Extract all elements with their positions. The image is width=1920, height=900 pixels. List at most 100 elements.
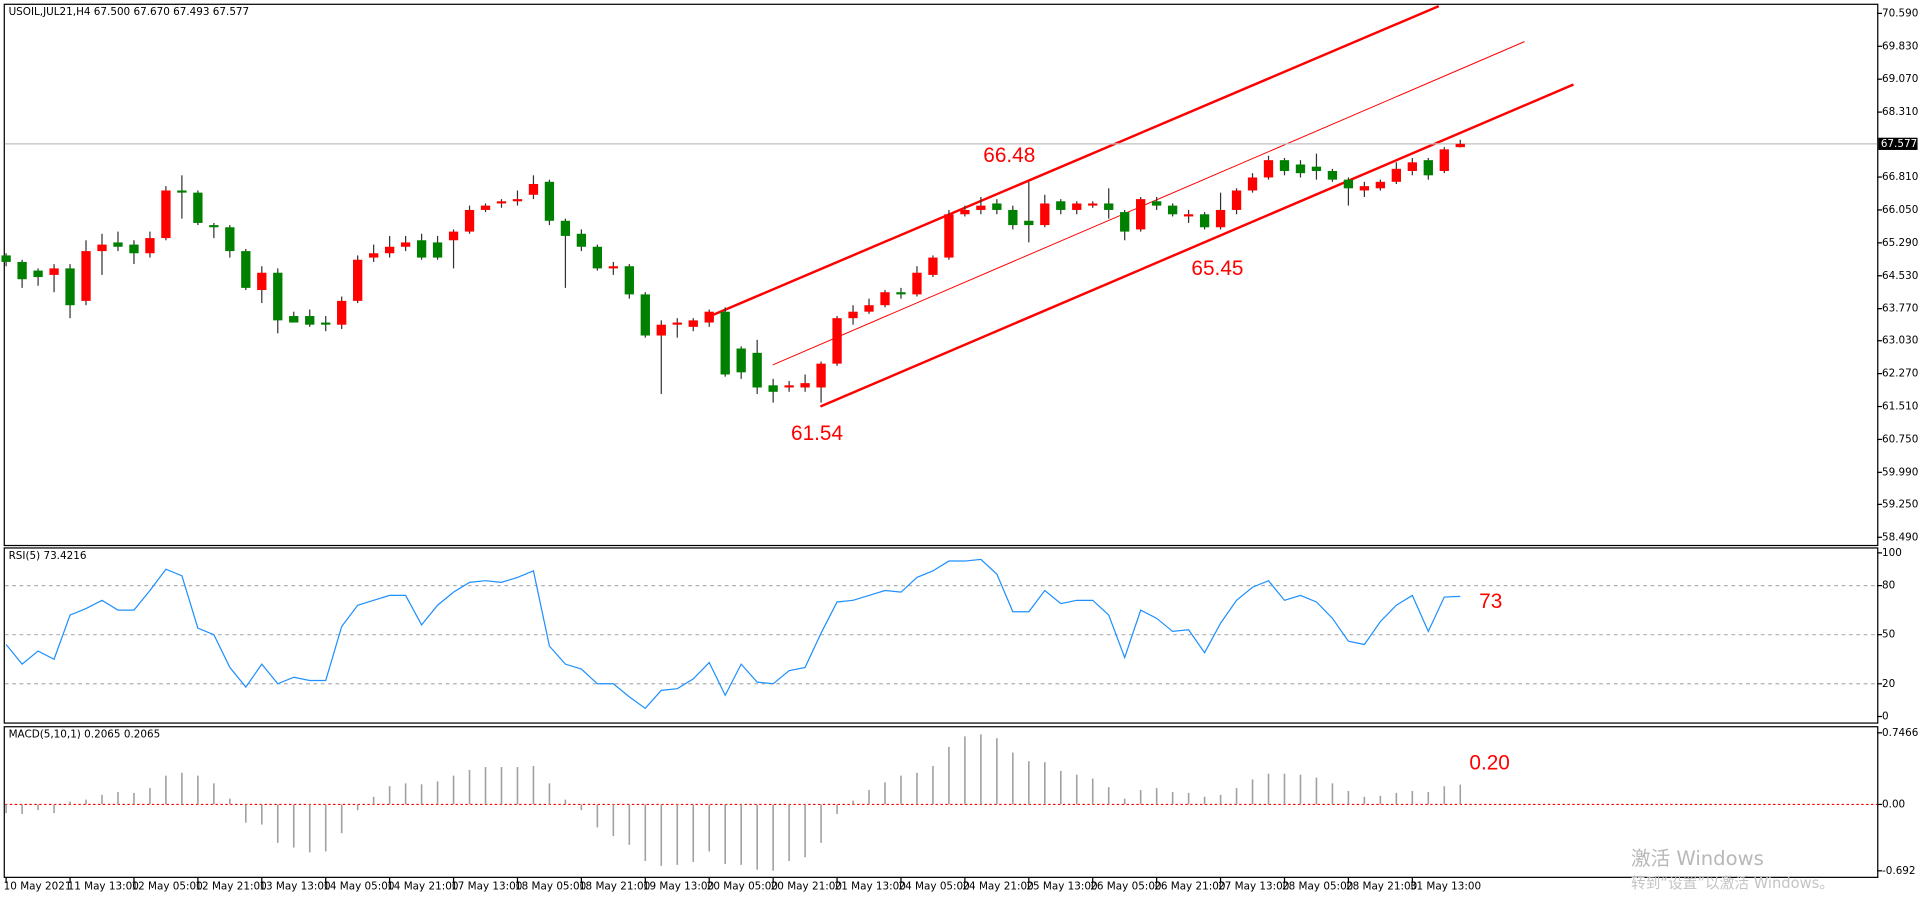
y-tick-label: 63.030 [1882,335,1918,347]
candle-body [1024,220,1034,226]
candle-body [1423,160,1433,176]
candle-body [480,205,491,210]
candle-body [1327,170,1338,180]
x-tick-label: 25 May 13:00 [1026,881,1097,893]
x-tick-label: 31 May 13:00 [1410,881,1481,893]
watermark-title: 激活 Windows [1631,847,1764,870]
candle-body [624,266,634,295]
candle-body [384,246,395,254]
candle-body [608,266,618,269]
x-tick-label: 13 May 13:00 [259,881,330,893]
y-tick-label: 58.490 [1882,531,1918,543]
candle-body [1088,203,1098,206]
candle-body [896,292,906,295]
y-tick-label: 0 [1882,711,1889,723]
macd-title: MACD(5,10,1) 0.2065 0.2065 [9,729,161,741]
candle-body [416,240,427,258]
candle-body [1295,164,1306,174]
x-tick-label: 20 May 21:00 [771,881,842,893]
candle-body [464,209,475,232]
annotation: 65.45 [1191,257,1243,280]
candle-body [33,270,43,278]
rsi-line [5,558,1461,710]
candle-body [448,231,459,241]
x-tick-label: 27 May 13:00 [1218,881,1289,893]
y-tick-label: 0.00 [1882,798,1905,810]
x-tick-label: 20 May 05:00 [707,881,778,893]
price-pane [3,3,1879,547]
candle-body [912,272,922,295]
candle-body [129,244,139,254]
candle-body [209,225,219,228]
candle-body [1279,160,1290,171]
candle-body [113,242,123,247]
y-tick-label: 50 [1882,629,1895,641]
candle-body [321,322,331,325]
candle-body [1263,160,1274,178]
y-tick-label: 60.750 [1882,433,1918,445]
candle-body [289,316,299,323]
candle-body [560,220,571,236]
candle-body [97,244,107,252]
x-tick-label: 21 May 13:00 [835,881,906,893]
candle-body [720,311,730,375]
x-tick-label: 17 May 13:00 [451,881,522,893]
candle-body [800,383,810,388]
candle-body [1391,168,1401,182]
channel-upper [707,4,1440,319]
y-tick-label: 66.050 [1882,204,1918,216]
rsi-title: RSI(5) 73.4216 [9,550,87,562]
y-tick-label: 63.770 [1882,303,1918,315]
candle-body [1,255,11,262]
channel-middle [772,41,1525,366]
annotation: 66.48 [983,144,1035,167]
x-tick-label: 26 May 21:00 [1154,881,1225,893]
candle-body [1167,205,1178,215]
candle-body [145,238,155,254]
candle-body [1439,149,1449,171]
y-tick-label: 59.990 [1882,466,1918,478]
channel-lower [819,83,1574,408]
candle-body [576,233,587,247]
price-title: USOIL,JUL21,H4 67.500 67.670 67.493 67.5… [9,6,250,18]
candle-body [225,227,235,252]
candle-body [257,272,267,291]
candle-body [65,268,75,306]
candle-body [528,183,539,195]
y-tick-label: 100 [1882,547,1902,559]
candle-body [1183,214,1194,217]
price-label-box [1878,137,1918,150]
candle-body [305,316,315,325]
y-tick-label: 0.7466 [1882,727,1918,739]
candle-body [1343,179,1354,189]
candle-body [1407,162,1417,171]
candle-body [1104,203,1114,210]
candle-body [752,352,762,388]
candle-body [848,311,858,319]
y-tick-label: 62.270 [1882,368,1918,380]
y-tick-label: 64.530 [1882,270,1918,282]
x-tick-label: 28 May 05:00 [1282,881,1353,893]
candle-body [49,268,59,275]
candle-body [81,251,91,301]
candle-body [944,214,954,258]
candle-body [1455,143,1465,148]
x-tick-label: 19 May 13:00 [643,881,714,893]
candle-body [512,199,523,202]
y-tick-label: 80 [1882,580,1895,592]
x-tick-label: 24 May 05:00 [899,881,970,893]
macd-pane [3,726,1879,878]
candle-body [880,292,890,306]
candle-body [816,363,826,388]
candle-body [177,190,187,193]
candle-body [1152,201,1162,206]
candle-body [400,242,411,247]
y-tick-label: 61.510 [1882,401,1918,413]
candle-body [1008,209,1018,226]
candle-body [544,181,555,221]
y-tick-label: 69.070 [1882,73,1918,85]
candle-body [960,209,970,215]
candle-body [432,242,443,258]
